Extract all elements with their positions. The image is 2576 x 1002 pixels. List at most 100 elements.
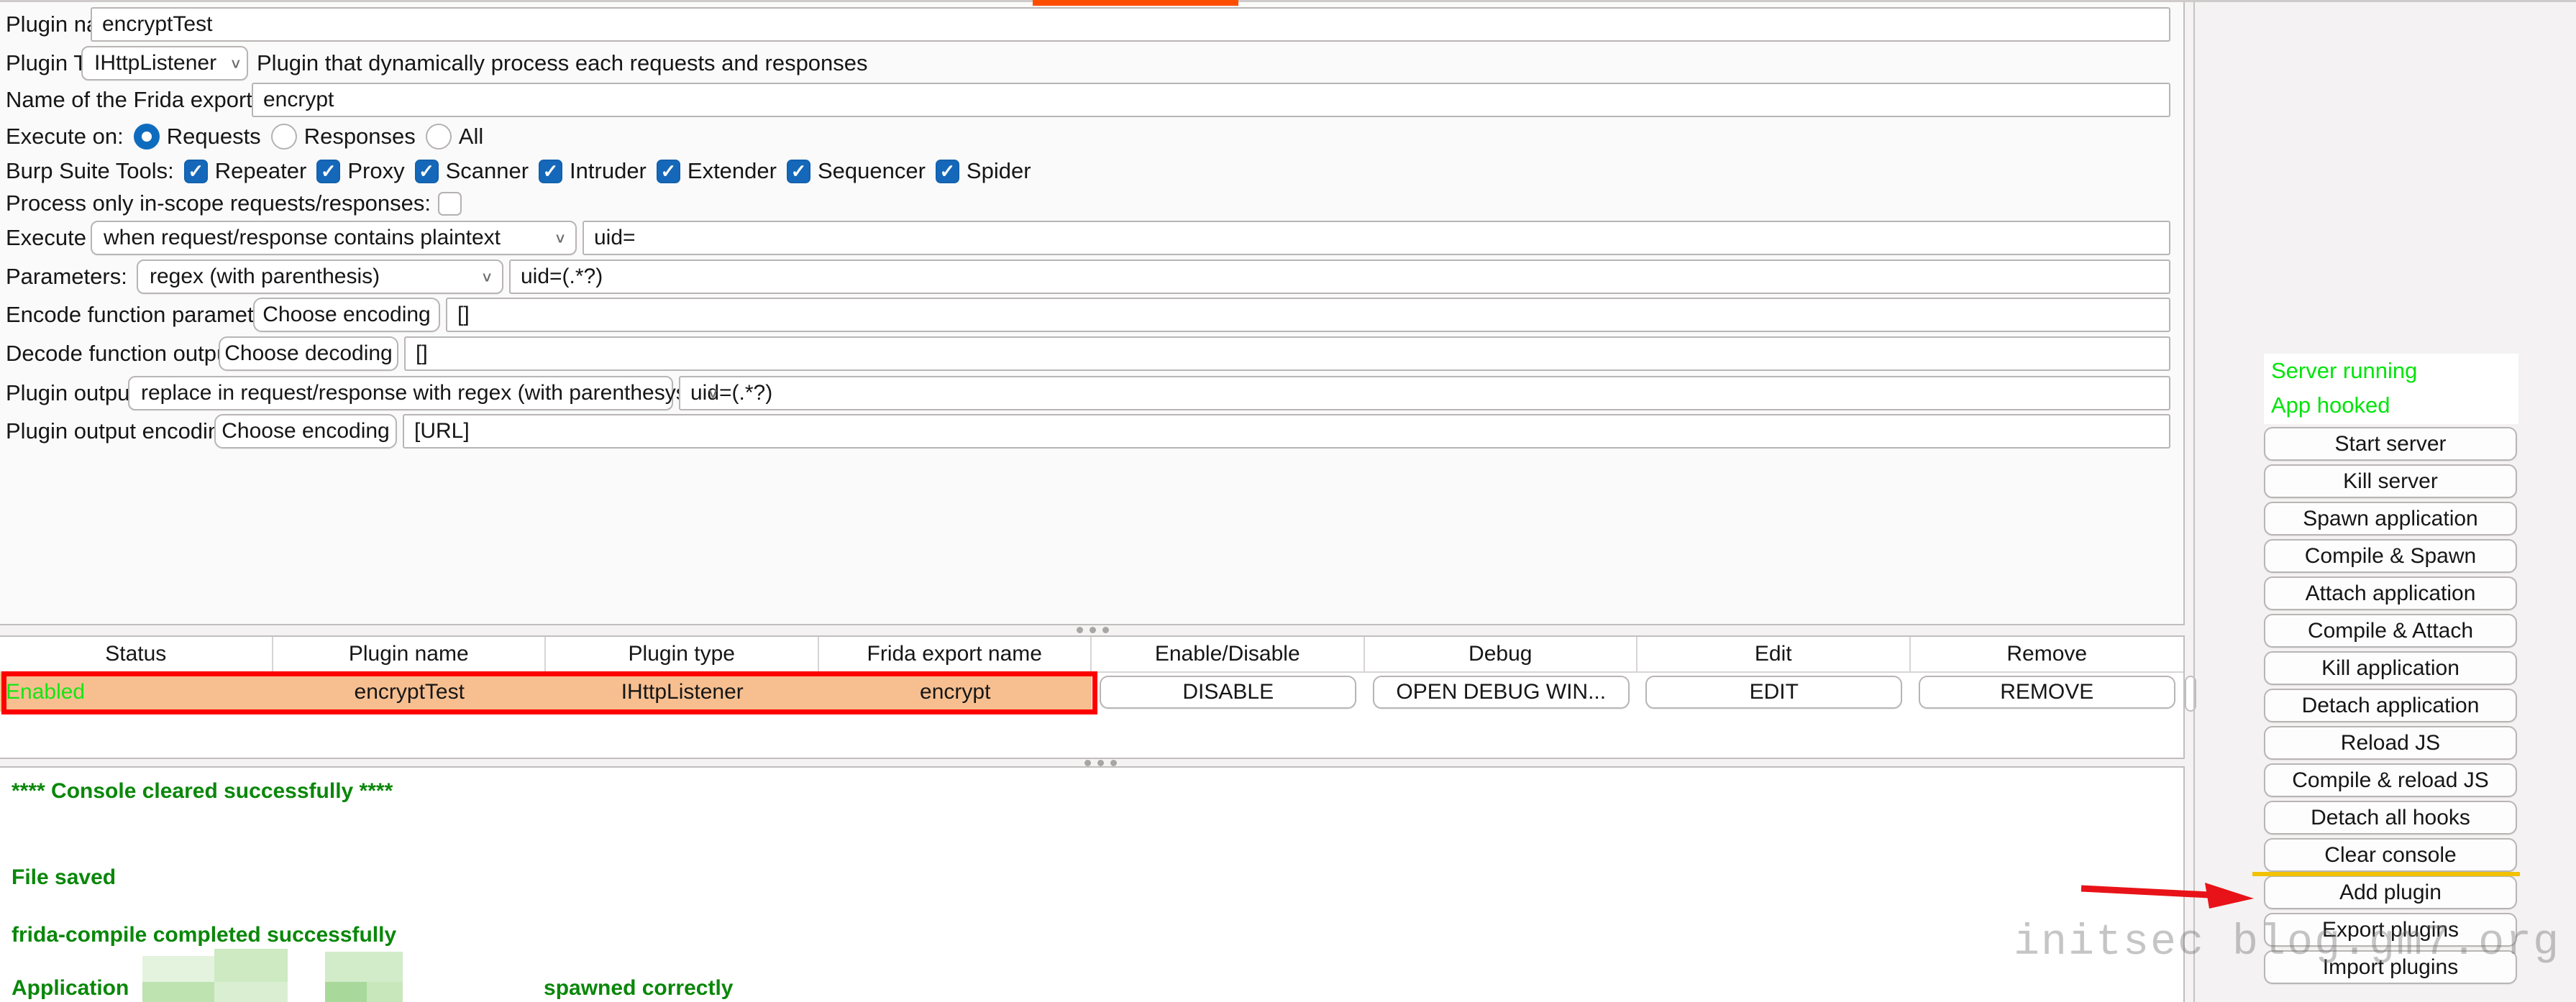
chevron-down-icon: ∨ — [480, 269, 493, 285]
compile-attach-button[interactable]: Compile & Attach — [2264, 614, 2517, 648]
splitter-handle[interactable] — [1077, 627, 1109, 633]
detach-all-hooks-button[interactable]: Detach all hooks — [2264, 801, 2517, 835]
export-plugins-button[interactable]: Export plugins — [2264, 913, 2517, 947]
check-icon: ✓ — [939, 160, 956, 182]
reload-js-button[interactable]: Reload JS — [2264, 726, 2517, 760]
in-scope-label: Process only in-scope requests/responses… — [6, 190, 431, 216]
column-header-status[interactable]: Status — [0, 637, 273, 671]
plugin-output-encoding-value[interactable]: [URL] — [403, 414, 2170, 449]
table-header-row: Status Plugin name Plugin type Frida exp… — [0, 637, 2183, 673]
column-header-enable-disable[interactable]: Enable/Disable — [1092, 637, 1365, 671]
frida-function-input[interactable]: encrypt — [252, 83, 2170, 117]
parameters-input[interactable]: uid=(.*?) — [509, 259, 2170, 294]
import-plugins-button[interactable]: Import plugins — [2264, 950, 2517, 984]
chevron-down-icon: ∨ — [706, 385, 720, 401]
detach-application-button[interactable]: Detach application — [2264, 689, 2517, 722]
checkbox-intruder[interactable]: ✓ Intruder — [539, 158, 647, 184]
redaction-mosaic — [142, 956, 214, 982]
kill-application-button[interactable]: Kill application — [2264, 651, 2517, 685]
checkbox-scanner[interactable]: ✓ Scanner — [414, 158, 529, 184]
column-header-edit[interactable]: Edit — [1638, 637, 1911, 671]
console-line: **** Console cleared successfully **** — [12, 779, 393, 803]
app-status-text: App hooked — [2271, 392, 2390, 418]
redaction-mosaic — [142, 982, 214, 1002]
checkbox-extender[interactable]: ✓ Extender — [656, 158, 777, 184]
checkbox-checked-icon[interactable]: ✓ — [316, 159, 341, 183]
splitter-handle[interactable] — [1084, 760, 1117, 766]
checkbox-spider[interactable]: ✓ Spider — [935, 158, 1031, 184]
redaction-mosaic — [325, 982, 367, 1002]
edit-button[interactable]: EDIT — [1645, 676, 1903, 709]
column-header-plugin-name[interactable]: Plugin name — [273, 637, 546, 671]
checkbox-checked-icon[interactable]: ✓ — [656, 159, 680, 183]
frida-function-label: Name of the Frida exported function: — [6, 87, 368, 112]
check-icon: ✓ — [320, 160, 337, 182]
annotation-red-arrow — [2081, 883, 2254, 909]
cell-plugin-name: encryptTest — [273, 673, 546, 712]
console-line: Application spawned correctly — [12, 976, 734, 1000]
console-output[interactable]: **** Console cleared successfully **** F… — [0, 766, 2185, 1002]
spawn-application-button[interactable]: Spawn application — [2264, 502, 2517, 536]
radio-unselected-icon[interactable] — [270, 124, 297, 150]
remove-button[interactable]: REMOVE — [1918, 676, 2175, 709]
plugins-table: Status Plugin name Plugin type Frida exp… — [0, 635, 2196, 759]
plugin-output-input[interactable]: uid=(.*?) — [679, 376, 2170, 410]
checkbox-proxy[interactable]: ✓ Proxy — [316, 158, 405, 184]
start-server-button[interactable]: Start server — [2264, 427, 2517, 461]
compile-spawn-button[interactable]: Compile & Spawn — [2264, 539, 2517, 573]
column-header-debug[interactable]: Debug — [1365, 637, 1638, 671]
radio-option-requests[interactable]: Requests — [133, 124, 261, 150]
execute-condition-input[interactable]: uid= — [583, 221, 2170, 255]
kill-server-button[interactable]: Kill server — [2264, 464, 2517, 498]
parameters-select[interactable]: regex (with parenthesis) ∨ — [137, 259, 503, 294]
encode-params-label: Encode function parameters: — [6, 302, 291, 327]
checkbox-checked-icon[interactable]: ✓ — [183, 159, 208, 183]
chevron-down-icon: ∨ — [554, 230, 567, 246]
attach-application-button[interactable]: Attach application — [2264, 576, 2517, 610]
parameters-label: Parameters: — [6, 264, 127, 289]
open-debug-window-button[interactable]: OPEN DEBUG WIN... — [1372, 676, 1630, 709]
encode-params-value[interactable]: [] — [446, 298, 2170, 332]
plugin-output-select[interactable]: replace in request/response with regex (… — [128, 376, 719, 410]
panel-divider[interactable] — [2193, 2, 2195, 1002]
chevron-down-icon: ∨ — [229, 55, 242, 71]
compile-reload-js-button[interactable]: Compile & reload JS — [2264, 763, 2517, 797]
console-line: File saved — [12, 865, 117, 889]
choose-decoding-button[interactable]: Choose decoding — [219, 336, 398, 371]
radio-unselected-icon[interactable] — [425, 124, 452, 150]
execute-condition-label: Execute — [6, 225, 87, 250]
plugin-output-label: Plugin output: — [6, 380, 142, 405]
radio-option-all[interactable]: All — [425, 124, 483, 150]
choose-output-encoding-button[interactable]: Choose encoding — [214, 414, 397, 449]
checkbox-checked-icon[interactable]: ✓ — [935, 159, 959, 183]
plugin-name-label: Plugin name: — [6, 12, 136, 37]
decode-output-value[interactable]: [] — [404, 336, 2170, 371]
column-header-remove[interactable]: Remove — [2006, 642, 2088, 666]
column-header-plugin-type[interactable]: Plugin type — [546, 637, 819, 671]
checkbox-checked-icon[interactable]: ✓ — [539, 159, 563, 183]
radio-selected-icon[interactable] — [133, 124, 160, 150]
checkbox-checked-icon[interactable]: ✓ — [414, 159, 439, 183]
decode-output-label: Decode function output: — [6, 341, 242, 366]
plugin-type-select[interactable]: IHttpListener ∨ — [81, 46, 248, 81]
redaction-mosaic — [214, 949, 288, 982]
table-row[interactable]: Enabled encryptTest IHttpListener encryp… — [0, 673, 2183, 712]
choose-encoding-button[interactable]: Choose encoding — [253, 298, 440, 332]
server-status-text: Server running — [2271, 358, 2418, 383]
checkbox-repeater[interactable]: ✓ Repeater — [183, 158, 306, 184]
redaction-mosaic — [214, 982, 288, 1002]
check-icon: ✓ — [542, 160, 559, 182]
disable-button[interactable]: DISABLE — [1100, 676, 1357, 709]
execute-condition-select[interactable]: when request/response contains plaintext… — [91, 221, 577, 255]
column-header-frida-export[interactable]: Frida export name — [819, 637, 1092, 671]
annotation-yellow-underline — [2252, 872, 2520, 876]
in-scope-checkbox[interactable] — [438, 191, 462, 216]
clear-console-button[interactable]: Clear console — [2264, 838, 2517, 872]
add-plugin-button[interactable]: Add plugin — [2264, 875, 2517, 909]
plugin-name-input[interactable]: encryptTest — [91, 7, 2170, 42]
annotation-top-red-bar — [1033, 0, 1238, 6]
checkbox-sequencer[interactable]: ✓ Sequencer — [786, 158, 926, 184]
sidebar-actions: Start server Kill server Spawn applicati… — [2264, 427, 2517, 988]
radio-option-responses[interactable]: Responses — [270, 124, 416, 150]
checkbox-checked-icon[interactable]: ✓ — [786, 159, 810, 183]
